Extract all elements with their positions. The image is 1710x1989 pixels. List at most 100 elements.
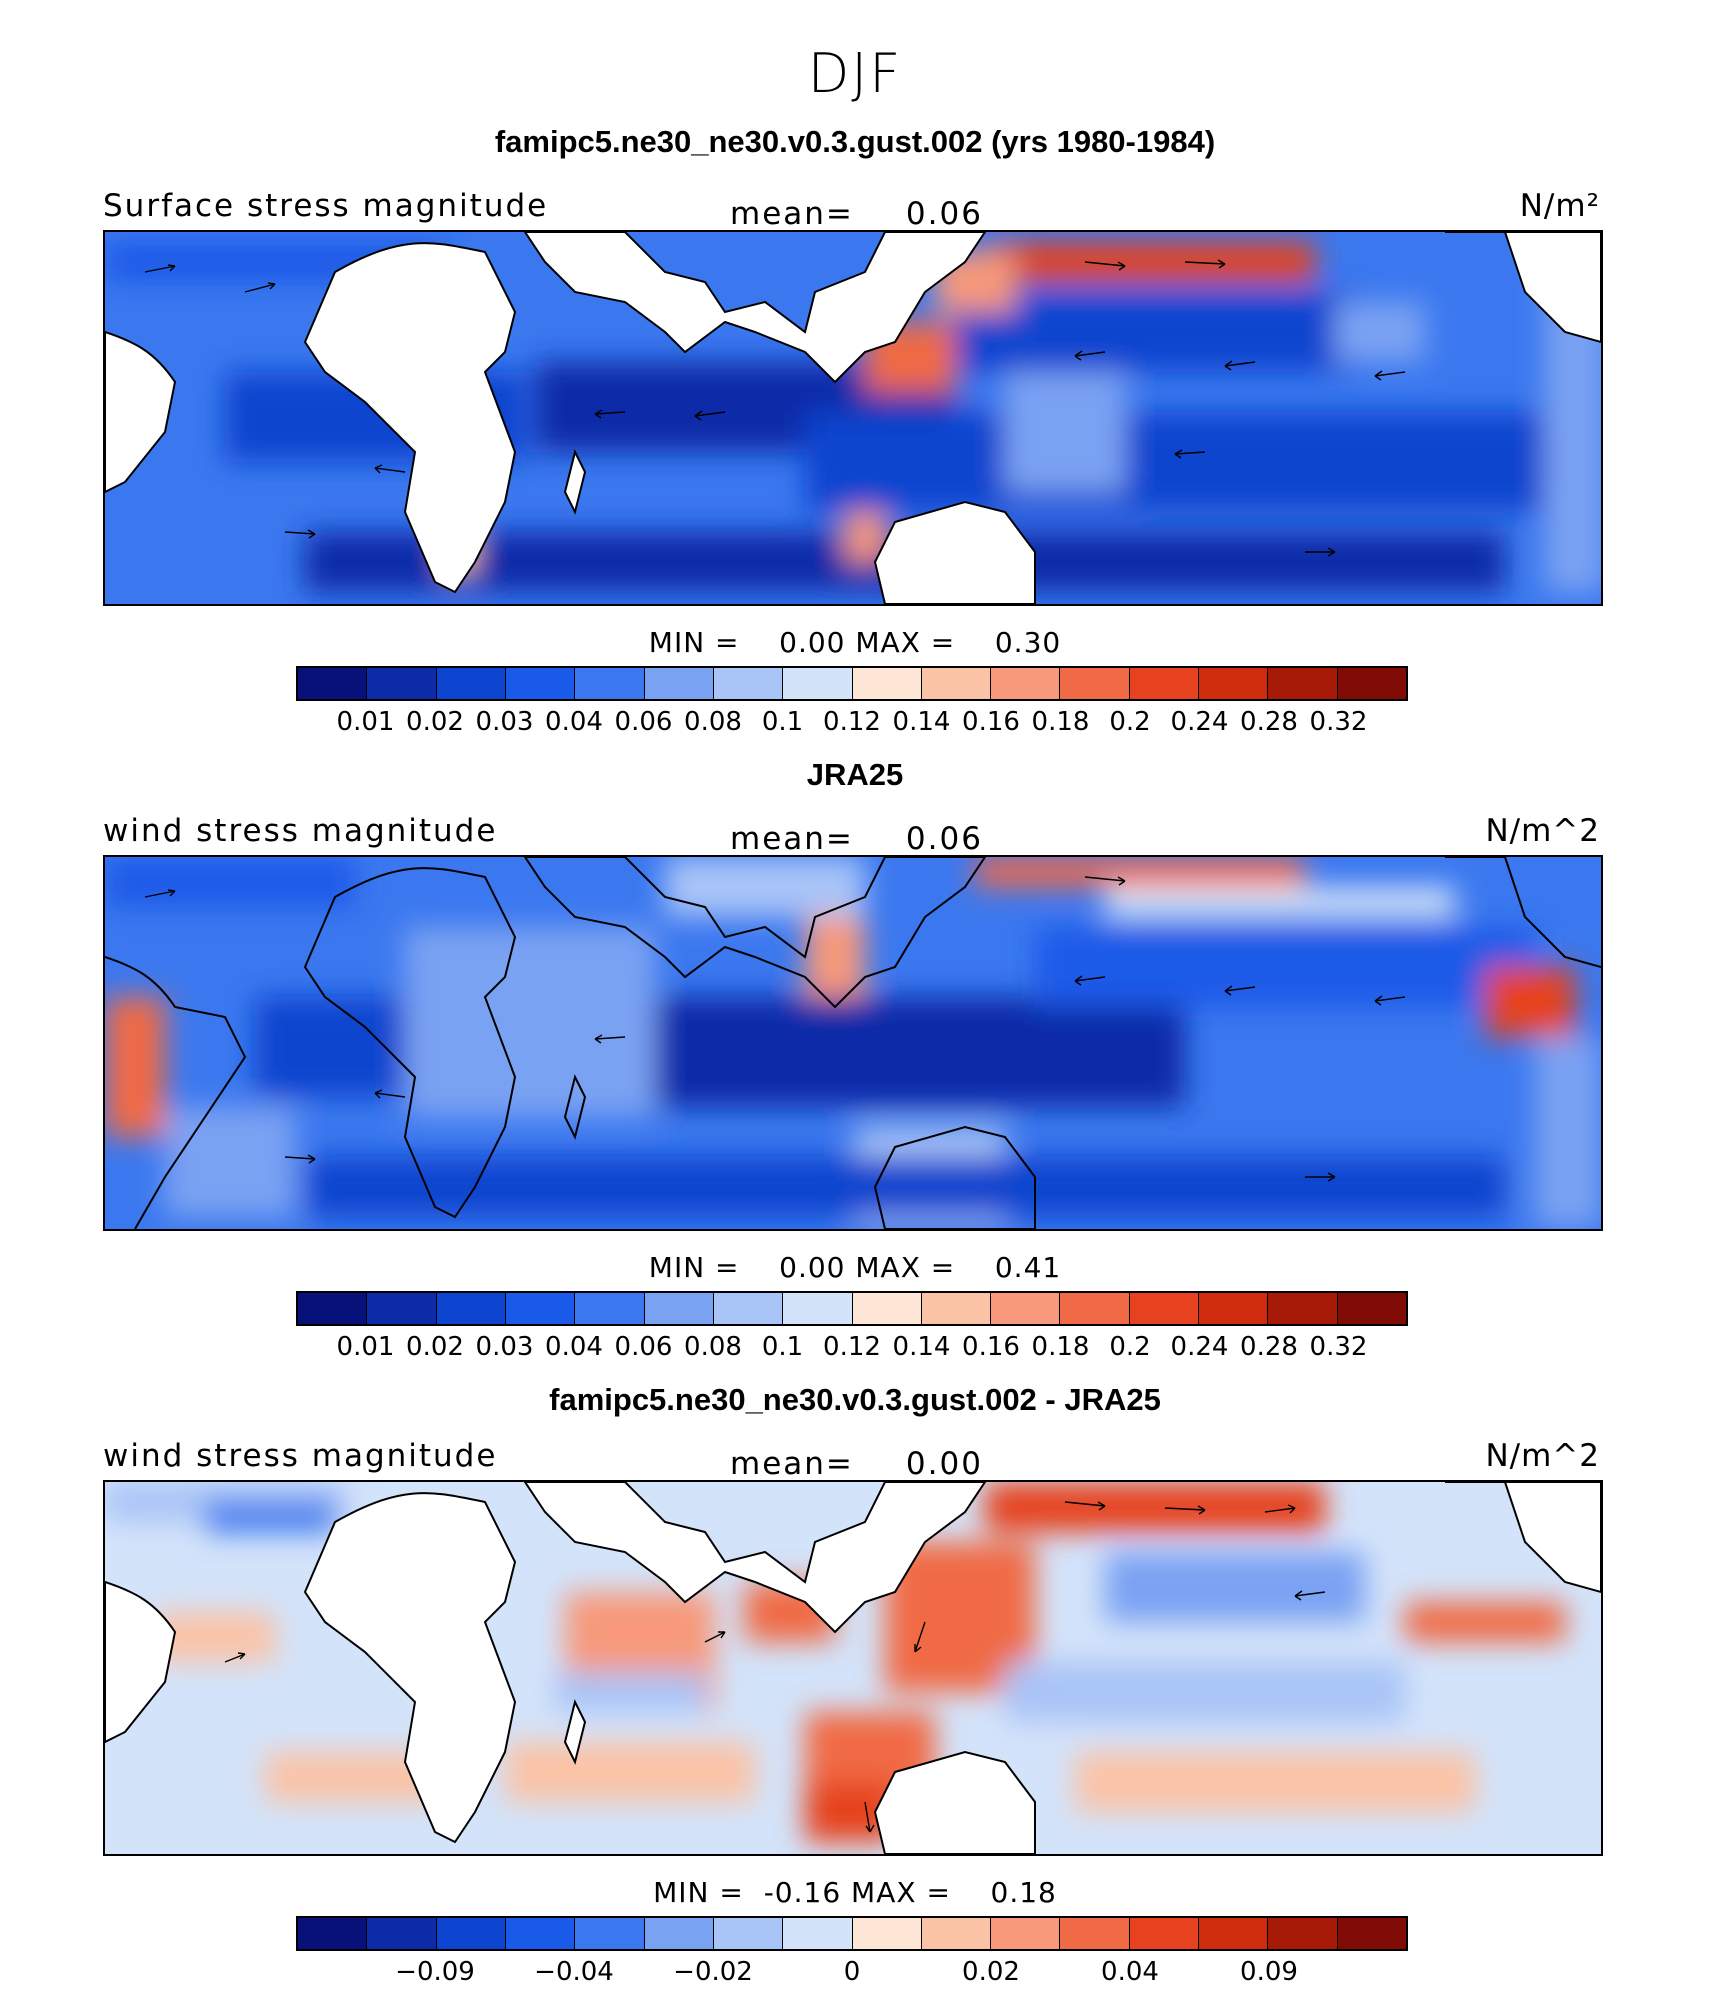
panel-2-mean-label: mean= xyxy=(730,821,854,857)
colorbar-swatch xyxy=(1268,668,1338,699)
panel-3-min-label: MIN = xyxy=(653,1876,744,1909)
colorbar-swatch xyxy=(852,1918,922,1949)
colorbar-swatch xyxy=(1337,668,1406,699)
colorbar-swatch xyxy=(1268,1918,1338,1949)
panel-3-mean: mean= 0.00 xyxy=(730,1446,1130,1482)
colorbar-swatch xyxy=(298,1293,368,1324)
colorbar-swatch xyxy=(644,1918,714,1949)
panel-2-min-label: MIN = xyxy=(648,1251,740,1284)
colorbar-swatch xyxy=(713,1293,784,1324)
colorbar-tick-label: 0.14 xyxy=(892,1332,951,1362)
colorbar-swatch xyxy=(298,668,368,699)
colorbar-swatch xyxy=(1337,1293,1406,1324)
colorbar-tick-label: 0 xyxy=(843,1957,861,1987)
colorbar-swatch xyxy=(298,1918,368,1949)
panel-3-minmax: MIN = -0.16 MAX = 0.18 xyxy=(0,1876,1710,1909)
colorbar-tick-label: 0.04 xyxy=(1101,1957,1159,1987)
colorbar-tick-label: 0.18 xyxy=(1031,707,1090,737)
panel-2-title: JRA25 xyxy=(806,757,904,792)
colorbar-swatch xyxy=(921,1293,992,1324)
colorbar-tick-label: 0.12 xyxy=(823,707,881,737)
colorbar-swatch xyxy=(1199,668,1269,699)
panel-1-minmax: MIN = 0.00 MAX = 0.30 xyxy=(0,626,1710,659)
panel-1-title: famipc5.ne30_ne30.v0.3.gust.002 (yrs 198… xyxy=(494,124,1216,159)
panel-2-map-canvas xyxy=(105,857,1601,1229)
colorbar-tick-label: 0.06 xyxy=(614,1332,673,1362)
colorbar-swatch xyxy=(644,668,714,699)
colorbar-swatch xyxy=(1060,1918,1130,1949)
panel-2-units: N/m^2 xyxy=(1485,813,1600,849)
colorbar-swatch xyxy=(1060,1293,1130,1324)
panel-2-colorbar xyxy=(296,1291,1408,1326)
panel-2-min-value: 0.00 xyxy=(779,1251,846,1284)
colorbar-tick-label: 0.1 xyxy=(761,1332,804,1362)
panel-2-max-value: 0.41 xyxy=(994,1251,1062,1284)
panel-1-map-canvas xyxy=(105,232,1601,604)
colorbar-swatch xyxy=(436,1293,506,1324)
colorbar-swatch xyxy=(783,1293,853,1324)
colorbar-tick-label: 0.04 xyxy=(545,1332,603,1362)
colorbar-tick-label: −0.04 xyxy=(534,1957,614,1987)
colorbar-tick-label: 0.02 xyxy=(406,1332,464,1362)
colorbar-tick-label: 0.32 xyxy=(1309,707,1368,737)
colorbar-swatch xyxy=(852,1293,922,1324)
panel-3-title: famipc5.ne30_ne30.v0.3.gust.002 - JRA25 xyxy=(549,1382,1161,1417)
colorbar-tick-label: 0.28 xyxy=(1240,707,1298,737)
colorbar-swatch xyxy=(1268,1293,1338,1324)
colorbar-tick-label: 0.03 xyxy=(475,1332,534,1362)
panel-3-min-value: -0.16 xyxy=(763,1876,842,1909)
colorbar-tick-label: 0.18 xyxy=(1031,1332,1090,1362)
colorbar-swatch xyxy=(991,1293,1061,1324)
colorbar-tick-label: 0.01 xyxy=(336,707,395,737)
colorbar-tick-label: 0.24 xyxy=(1170,1332,1229,1362)
colorbar-swatch xyxy=(575,1918,645,1949)
colorbar-swatch xyxy=(991,1918,1061,1949)
colorbar-swatch xyxy=(852,668,922,699)
panel-1-min-value: 0.00 xyxy=(779,626,846,659)
colorbar-tick-label: 0.08 xyxy=(684,707,742,737)
panel-3-mean-label: mean= xyxy=(730,1446,854,1482)
panel-1-units: N/m² xyxy=(1519,188,1600,224)
figure-season-title: DJF xyxy=(807,42,903,105)
colorbar-swatch xyxy=(1129,668,1200,699)
colorbar-tick-label: 0.02 xyxy=(962,1957,1020,1987)
panel-1-map xyxy=(103,230,1603,606)
colorbar-swatch xyxy=(644,1293,714,1324)
panel-2-mean-value: 0.06 xyxy=(905,821,983,857)
panel-1-mean-value: 0.06 xyxy=(905,196,983,232)
colorbar-tick-label: 0.04 xyxy=(545,707,603,737)
colorbar-swatch xyxy=(1060,668,1130,699)
panel-1-field-label: Surface stress magnitude xyxy=(103,188,549,224)
colorbar-tick-label: 0.01 xyxy=(336,1332,395,1362)
colorbar-tick-label: 0.08 xyxy=(684,1332,742,1362)
colorbar-tick-label: 0.03 xyxy=(475,707,534,737)
colorbar-swatch xyxy=(991,668,1061,699)
colorbar-swatch xyxy=(1337,1918,1406,1949)
colorbar-tick-label: 0.16 xyxy=(962,1332,1020,1362)
colorbar-swatch xyxy=(1129,1918,1200,1949)
panel-3-max-value: 0.18 xyxy=(990,1876,1057,1909)
colorbar-tick-label: 0.16 xyxy=(962,707,1020,737)
colorbar-swatch xyxy=(783,1918,853,1949)
colorbar-swatch xyxy=(713,1918,784,1949)
panel-2-max-label: MAX = xyxy=(855,1251,956,1284)
colorbar-swatch xyxy=(1199,1918,1269,1949)
colorbar-swatch xyxy=(1129,1293,1200,1324)
panel-1-max-label: MAX = xyxy=(855,626,956,659)
colorbar-swatch xyxy=(575,1293,645,1324)
panel-1-mean-label: mean= xyxy=(730,196,854,232)
colorbar-swatch xyxy=(367,1293,437,1324)
colorbar-tick-label: 0.14 xyxy=(892,707,951,737)
panel-3-max-label: MAX = xyxy=(851,1876,951,1909)
colorbar-swatch xyxy=(783,668,853,699)
panel-1-colorbar xyxy=(296,666,1408,701)
colorbar-swatch xyxy=(921,668,992,699)
panel-3-units: N/m^2 xyxy=(1485,1438,1600,1474)
colorbar-tick-label: 0.06 xyxy=(614,707,673,737)
colorbar-swatch xyxy=(921,1918,992,1949)
colorbar-tick-label: 0.28 xyxy=(1240,1332,1298,1362)
colorbar-swatch xyxy=(505,1293,576,1324)
colorbar-swatch xyxy=(436,1918,506,1949)
panel-3-colorbar xyxy=(296,1916,1408,1951)
panel-1-max-value: 0.30 xyxy=(994,626,1062,659)
